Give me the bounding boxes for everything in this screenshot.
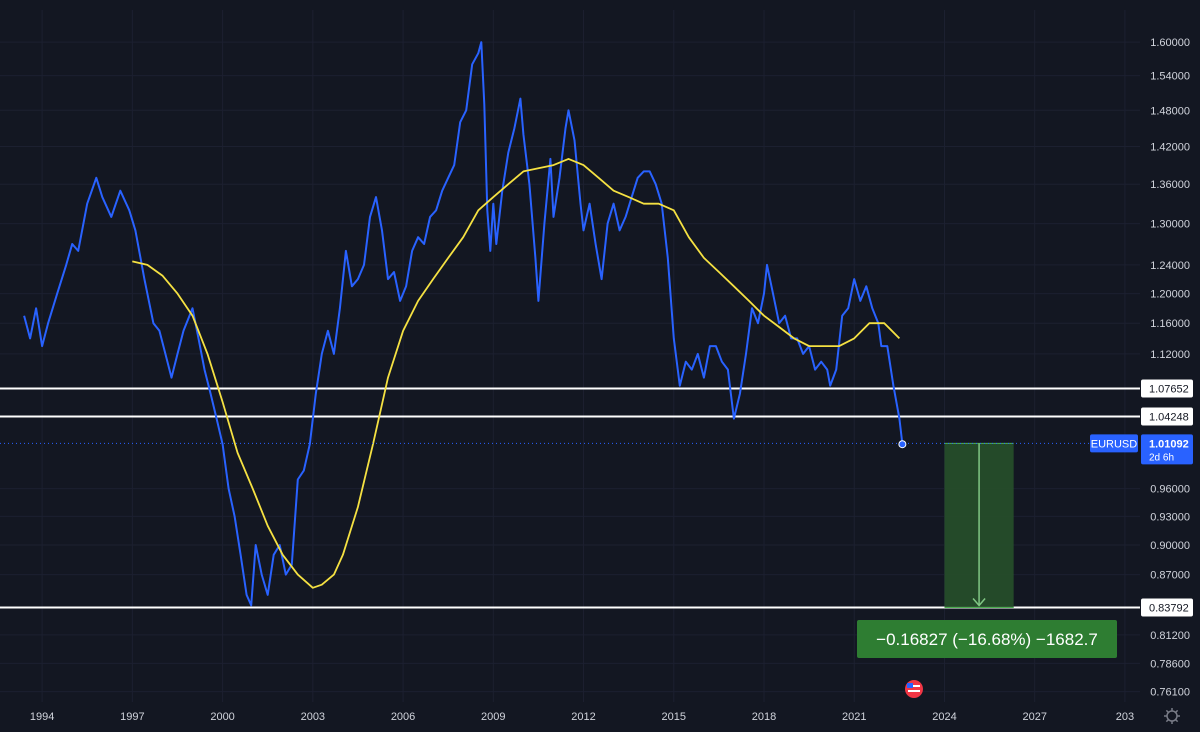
price-tick-label: 1.20000 bbox=[1150, 289, 1190, 301]
gear-tooth bbox=[1165, 719, 1169, 723]
measure-arrow-head-icon bbox=[972, 597, 986, 607]
level-price-badge bbox=[1141, 379, 1193, 398]
time-tick-label: 1997 bbox=[120, 711, 144, 723]
time-tick-label: 1994 bbox=[30, 711, 54, 723]
time-tick-label: 2024 bbox=[932, 711, 956, 723]
settings-gear-icon[interactable] bbox=[1164, 708, 1180, 724]
symbol-label: EURUSD bbox=[1091, 438, 1138, 450]
price-badges: 1.07652 1.04248 0.83792 EURUSD 1.01092 2d 6h bbox=[1090, 379, 1193, 617]
price-tick-label: 1.30000 bbox=[1150, 219, 1190, 231]
time-tick-label: 2003 bbox=[301, 711, 325, 723]
time-tick-label: 2015 bbox=[662, 711, 686, 723]
price-tick-label: 0.93000 bbox=[1150, 511, 1190, 523]
measure-label-text: −0.16827 (−16.68%) −1682.7 bbox=[876, 630, 1098, 649]
price-tick-label: 1.48000 bbox=[1150, 105, 1190, 117]
level-price-badge bbox=[1141, 407, 1193, 426]
bar-countdown-label: 2d 6h bbox=[1149, 452, 1174, 463]
us-flag-event-icon[interactable] bbox=[905, 680, 923, 698]
last-price-badge bbox=[1141, 434, 1193, 465]
price-tick-label: 1.24000 bbox=[1150, 260, 1190, 272]
flag-circle bbox=[905, 680, 923, 698]
price-tick-label: 1.12000 bbox=[1150, 349, 1190, 361]
gear-tooth bbox=[1165, 709, 1169, 713]
last-price-dot bbox=[898, 440, 907, 449]
price-tick-label: 0.96000 bbox=[1150, 484, 1190, 496]
level-price-label: 0.83792 bbox=[1149, 602, 1189, 614]
measure-label-box bbox=[857, 620, 1117, 658]
price-tick-label: 1.60000 bbox=[1150, 37, 1190, 49]
price-axis[interactable]: 1.60000 1.54000 1.48000 1.42000 1.36000 1.300… bbox=[1150, 37, 1190, 698]
flag-stripe bbox=[908, 690, 920, 692]
time-tick-label: 2000 bbox=[210, 711, 234, 723]
flag-stripe bbox=[908, 685, 920, 687]
time-tick-label: 2006 bbox=[391, 711, 415, 723]
gear-tooth bbox=[1175, 719, 1179, 723]
time-tick-label: 2012 bbox=[571, 711, 595, 723]
price-tick-label: 1.54000 bbox=[1150, 71, 1190, 83]
level-price-badge bbox=[1141, 598, 1193, 617]
time-tick-label: 2027 bbox=[1022, 711, 1046, 723]
series-lines bbox=[0, 41, 1140, 607]
level-price-label: 1.07652 bbox=[1149, 383, 1189, 395]
time-tick-label: 2018 bbox=[752, 711, 776, 723]
price-tick-label: 0.76100 bbox=[1150, 687, 1190, 699]
level-price-label: 1.04248 bbox=[1149, 412, 1189, 424]
price-tick-label: 1.42000 bbox=[1150, 141, 1190, 153]
price-tick-label: 0.81200 bbox=[1150, 630, 1190, 642]
flag-canton bbox=[907, 683, 913, 688]
moving-average-line bbox=[132, 158, 901, 589]
price-tick-label: 0.87000 bbox=[1150, 570, 1190, 582]
time-axis[interactable]: 1994 1997 2000 2003 2006 2009 2012 2015 2018 2021… bbox=[30, 711, 1134, 723]
price-range-measure[interactable]: −0.16827 (−16.68%) −1682.7 bbox=[857, 442, 1117, 658]
price-tick-label: 1.16000 bbox=[1150, 318, 1190, 330]
gear-tooth bbox=[1175, 709, 1179, 713]
symbol-badge bbox=[1090, 434, 1138, 453]
time-tick-label: 2021 bbox=[842, 711, 866, 723]
price-tick-label: 1.36000 bbox=[1150, 179, 1190, 191]
last-price-label: 1.01092 bbox=[1149, 438, 1189, 450]
price-tick-label: 0.78600 bbox=[1150, 658, 1190, 670]
price-tick-label: 0.90000 bbox=[1150, 540, 1190, 552]
time-tick-label: 203 bbox=[1116, 711, 1134, 723]
time-tick-label: 2009 bbox=[481, 711, 505, 723]
eurusd-price-line bbox=[23, 41, 904, 607]
